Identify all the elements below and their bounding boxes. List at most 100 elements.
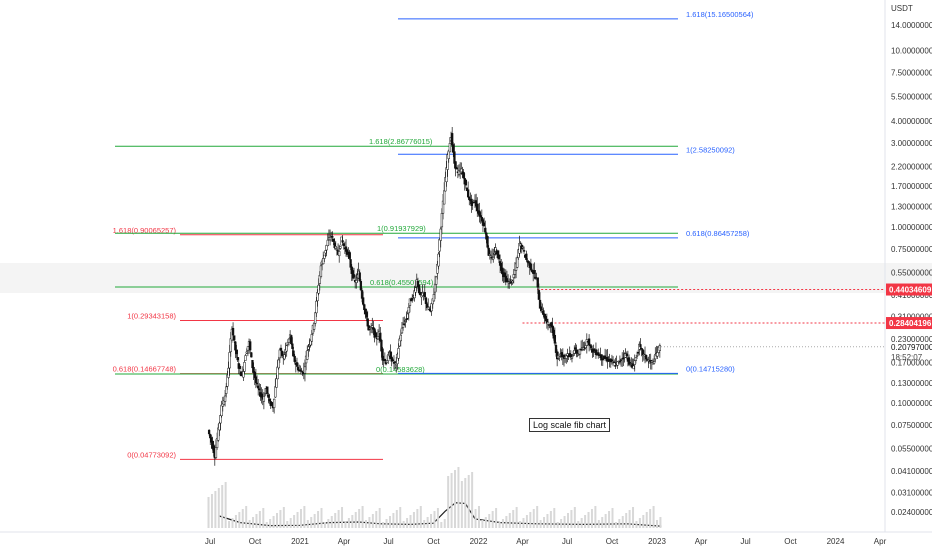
volume-bar xyxy=(347,518,350,528)
currency-label: USDT xyxy=(891,4,913,13)
volume-bar xyxy=(279,510,282,528)
candle-body xyxy=(575,349,578,354)
candle-body xyxy=(537,290,541,300)
candle-body xyxy=(359,281,363,291)
volume-bar xyxy=(238,512,241,528)
price-tag-label: 0.44034609 xyxy=(889,286,932,295)
volume-bar xyxy=(656,520,658,528)
candle-body xyxy=(266,386,269,394)
candle-body xyxy=(613,361,616,364)
volume-bar xyxy=(416,509,419,528)
volume-bar xyxy=(590,509,593,528)
candle-body xyxy=(263,393,267,396)
candle-body xyxy=(573,350,576,354)
candle-body xyxy=(219,415,222,424)
candle-body xyxy=(428,308,431,311)
candle-body xyxy=(399,334,402,342)
volume-layer xyxy=(207,467,662,528)
x-tick-label: Oct xyxy=(249,537,262,546)
volume-bar xyxy=(645,512,648,528)
y-tick-label: 5.50000000 xyxy=(891,92,932,101)
price-tag-box xyxy=(886,283,932,296)
candle-body xyxy=(512,274,515,278)
candle-body xyxy=(379,332,382,342)
volume-bar xyxy=(467,475,470,528)
volume-bar xyxy=(584,515,587,528)
volume-bar xyxy=(491,511,494,528)
candle-body xyxy=(585,339,588,346)
x-tick-label: Oct xyxy=(606,537,619,546)
candle-body xyxy=(510,279,513,282)
y-tick-label: 7.50000000 xyxy=(891,69,932,78)
candle-body xyxy=(622,357,625,360)
volume-bar xyxy=(289,518,292,528)
candle-body xyxy=(310,334,313,342)
volume-bar xyxy=(525,515,528,528)
candle-body xyxy=(223,395,227,402)
x-tick-label: Apr xyxy=(695,537,708,546)
y-tick-label: 0.31000000 xyxy=(891,312,932,321)
volume-bar xyxy=(539,520,542,528)
volume-bar xyxy=(440,522,443,528)
volume-bar xyxy=(276,513,279,528)
volume-bar xyxy=(269,519,272,528)
y-tick-label: 4.00000000 xyxy=(891,117,932,126)
candle-body xyxy=(293,355,296,362)
fib-label-blue-1: 1(2.58250092) xyxy=(686,145,735,154)
x-tick-label: 2021 xyxy=(291,537,309,546)
volume-bar xyxy=(512,510,515,528)
fib-label-blue-0.618: 0.618(0.86457258) xyxy=(686,229,750,238)
candle-body xyxy=(452,144,455,153)
candle-body xyxy=(358,272,361,282)
fib-label-blue-0: 0(0.14715280) xyxy=(686,364,735,373)
volume-bar xyxy=(282,507,285,528)
fib-label-red-1.618: 1.618(0.90065257) xyxy=(113,226,177,235)
candle-body xyxy=(448,143,452,153)
candle-body xyxy=(522,250,526,252)
volume-bar xyxy=(573,507,576,528)
x-tick-label: 2024 xyxy=(827,537,845,546)
candle-body xyxy=(400,327,404,334)
volume-bar xyxy=(323,522,326,528)
candle-body xyxy=(427,306,430,308)
candle-body xyxy=(312,322,316,330)
y-tick-label: 1.30000000 xyxy=(891,203,932,212)
y-tick-label: 3.00000000 xyxy=(891,139,932,148)
volume-bar xyxy=(546,514,549,528)
volume-bar xyxy=(601,517,604,528)
candle-body xyxy=(270,402,274,406)
candle-body xyxy=(360,290,364,299)
volume-bar xyxy=(306,520,309,528)
volume-bar xyxy=(365,520,368,528)
x-tick-label: Apr xyxy=(874,537,887,546)
candle-body xyxy=(464,179,468,186)
volume-bar xyxy=(371,514,374,528)
candle-body xyxy=(511,280,514,283)
volume-bar xyxy=(649,509,652,528)
candle-body xyxy=(233,335,236,341)
candle-body xyxy=(493,252,496,255)
candle-body xyxy=(339,246,342,249)
volume-bar xyxy=(217,488,220,528)
volume-bar xyxy=(604,514,607,528)
candle-body xyxy=(414,287,417,293)
time-axis[interactable]: Jul Oct 2021 Apr Jul Oct 2022 Apr Jul Oct 2023 Apr J… xyxy=(205,537,887,546)
volume-bar xyxy=(560,519,563,528)
candle-body xyxy=(479,215,482,218)
fib-levels: 0(0.04773092) 0.618(0.14667748) 1(0.293431… xyxy=(113,10,885,460)
current-price-label: 0.20797000 xyxy=(891,343,932,352)
candle-body xyxy=(244,355,247,361)
volume-bar xyxy=(231,518,234,528)
candle-body xyxy=(287,338,291,343)
volume-bar xyxy=(426,517,429,528)
candle-body xyxy=(423,292,426,298)
volume-bar xyxy=(388,516,391,528)
candle-body xyxy=(280,350,284,356)
volume-bar xyxy=(313,514,316,528)
volume-bar xyxy=(392,513,395,528)
y-tick-label: 1.00000000 xyxy=(891,223,932,232)
volume-bar xyxy=(375,511,378,528)
candle-body xyxy=(629,362,632,364)
candle-body xyxy=(251,360,254,369)
